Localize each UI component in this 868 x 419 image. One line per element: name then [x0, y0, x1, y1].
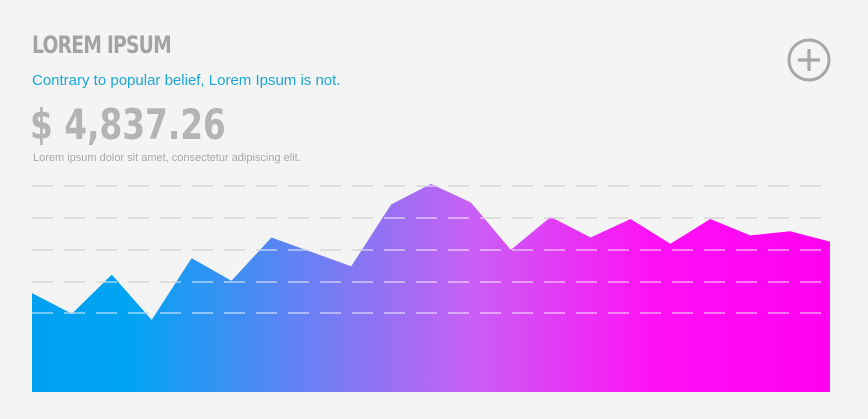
card-title: LOREM IPSUM — [32, 31, 172, 59]
gridlines-overlay — [32, 185, 830, 314]
card-subtitle: Contrary to popular belief, Lorem Ipsum … — [32, 72, 341, 89]
add-button[interactable] — [786, 37, 832, 83]
price-description: Lorem ipsum dolor sit amet, consectetur … — [33, 152, 301, 164]
plus-circle-icon — [787, 38, 831, 82]
series-area — [32, 183, 830, 392]
price-value: $ 4,837.26 — [30, 100, 226, 149]
